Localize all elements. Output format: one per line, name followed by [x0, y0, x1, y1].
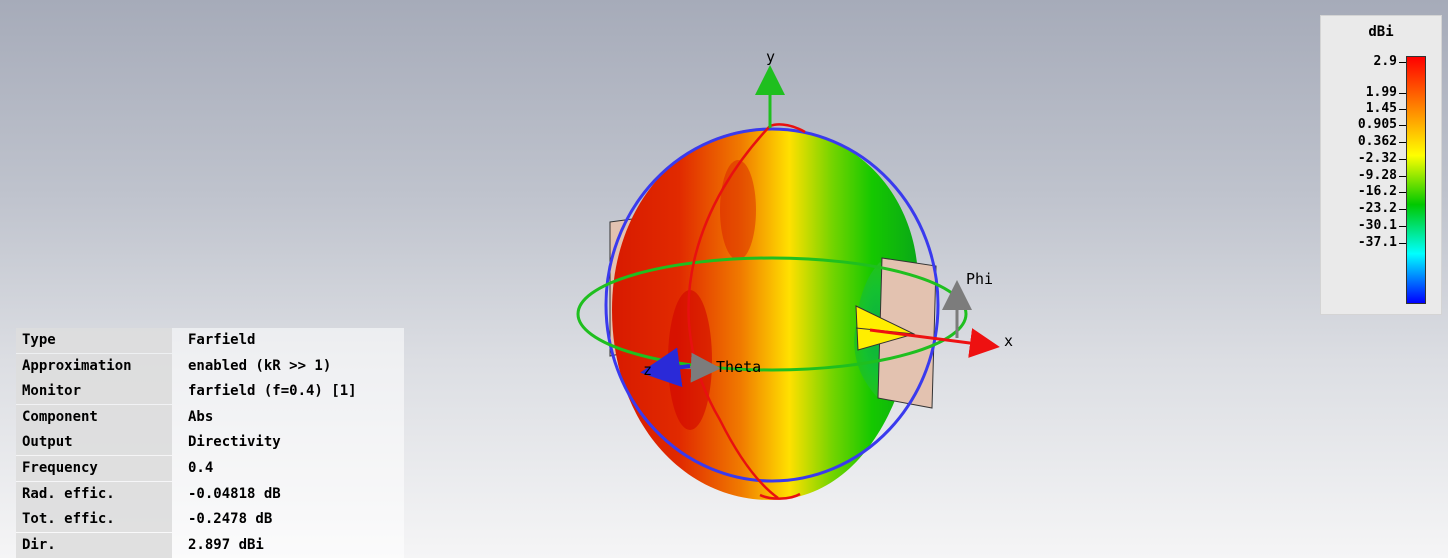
- legend-tick-label: -9.28: [1357, 168, 1397, 183]
- legend-tick-mark: [1399, 93, 1406, 94]
- info-row: Output Directivity: [16, 430, 404, 456]
- info-row: Component Abs: [16, 404, 404, 430]
- legend-color-bar: [1406, 56, 1426, 304]
- z-axis-arrow: [640, 347, 691, 388]
- x-axis-arrow: [869, 328, 1000, 358]
- z-axis-label: z: [643, 361, 653, 379]
- legend-tick-mark: [1399, 142, 1406, 143]
- legend-tick-label: -16.2: [1357, 184, 1397, 199]
- info-key: Rad. effic.: [16, 481, 172, 507]
- legend-tick-label: 1.45: [1365, 101, 1397, 116]
- legend-tick-mark: [1399, 209, 1406, 210]
- great-circle-green: [576, 256, 968, 372]
- legend-tick-label: -30.1: [1357, 218, 1397, 233]
- info-key: Type: [16, 328, 172, 353]
- info-row: Monitor farfield (f=0.4) [1]: [16, 379, 404, 405]
- info-row: Type Farfield: [16, 328, 404, 353]
- info-value: -0.2478 dB: [188, 511, 273, 528]
- info-key: Approximation: [16, 353, 172, 379]
- farfield-info-table: Type Farfield Approximation enabled (kR >> …: [16, 328, 404, 558]
- legend-tick-label: 0.905: [1357, 117, 1397, 132]
- color-scale-legend: dBi 2.9 1.99 1.45 0.905 0.362 -2.32 -9.28 -16.2…: [1320, 15, 1442, 315]
- legend-tick-label: 1.99: [1365, 85, 1397, 100]
- legend-tick-label: -23.2: [1357, 201, 1397, 216]
- info-key: Frequency: [16, 456, 172, 481]
- info-key: Dir.: [16, 532, 172, 558]
- info-value: Abs: [188, 408, 214, 425]
- info-value: Directivity: [188, 434, 281, 451]
- info-value: enabled (kR >> 1): [188, 357, 332, 374]
- info-row: Dir. 2.897 dBi: [16, 532, 404, 558]
- legend-tick-mark: [1399, 125, 1406, 126]
- theta-label: Theta: [716, 358, 762, 376]
- info-key: Output: [16, 430, 172, 456]
- legend-tick-mark: [1399, 159, 1406, 160]
- x-axis-label: x: [1004, 332, 1014, 350]
- legend-tick-label: -37.1: [1357, 235, 1397, 250]
- info-key: Tot. effic.: [16, 507, 172, 533]
- info-value: -0.04818 dB: [188, 485, 281, 502]
- info-row: Approximation enabled (kR >> 1): [16, 353, 404, 379]
- legend-tick-label: 0.362: [1357, 134, 1397, 149]
- info-value: Farfield: [188, 332, 256, 348]
- legend-unit: dBi: [1368, 24, 1394, 40]
- legend-tick-label: 2.9: [1373, 54, 1397, 69]
- legend-tick-mark: [1399, 243, 1406, 244]
- info-value: 0.4: [188, 460, 214, 476]
- legend-tick-mark: [1399, 62, 1406, 63]
- great-circle-blue: [604, 127, 940, 483]
- info-value: farfield (f=0.4) [1]: [188, 383, 357, 400]
- legend-tick-label: -2.32: [1357, 151, 1397, 166]
- info-key: Component: [16, 404, 172, 430]
- phi-label: Phi: [966, 270, 994, 288]
- legend-tick-mark: [1399, 176, 1406, 177]
- legend-tick-mark: [1399, 109, 1406, 110]
- info-row: Frequency 0.4: [16, 456, 404, 481]
- info-key: Monitor: [16, 379, 172, 405]
- y-axis-label: y: [766, 48, 776, 66]
- info-row: Rad. effic. -0.04818 dB: [16, 481, 404, 507]
- info-value: 2.897 dBi: [188, 536, 264, 553]
- legend-tick-mark: [1399, 226, 1406, 227]
- legend-tick-mark: [1399, 192, 1406, 193]
- info-row: Tot. effic. -0.2478 dB: [16, 507, 404, 533]
